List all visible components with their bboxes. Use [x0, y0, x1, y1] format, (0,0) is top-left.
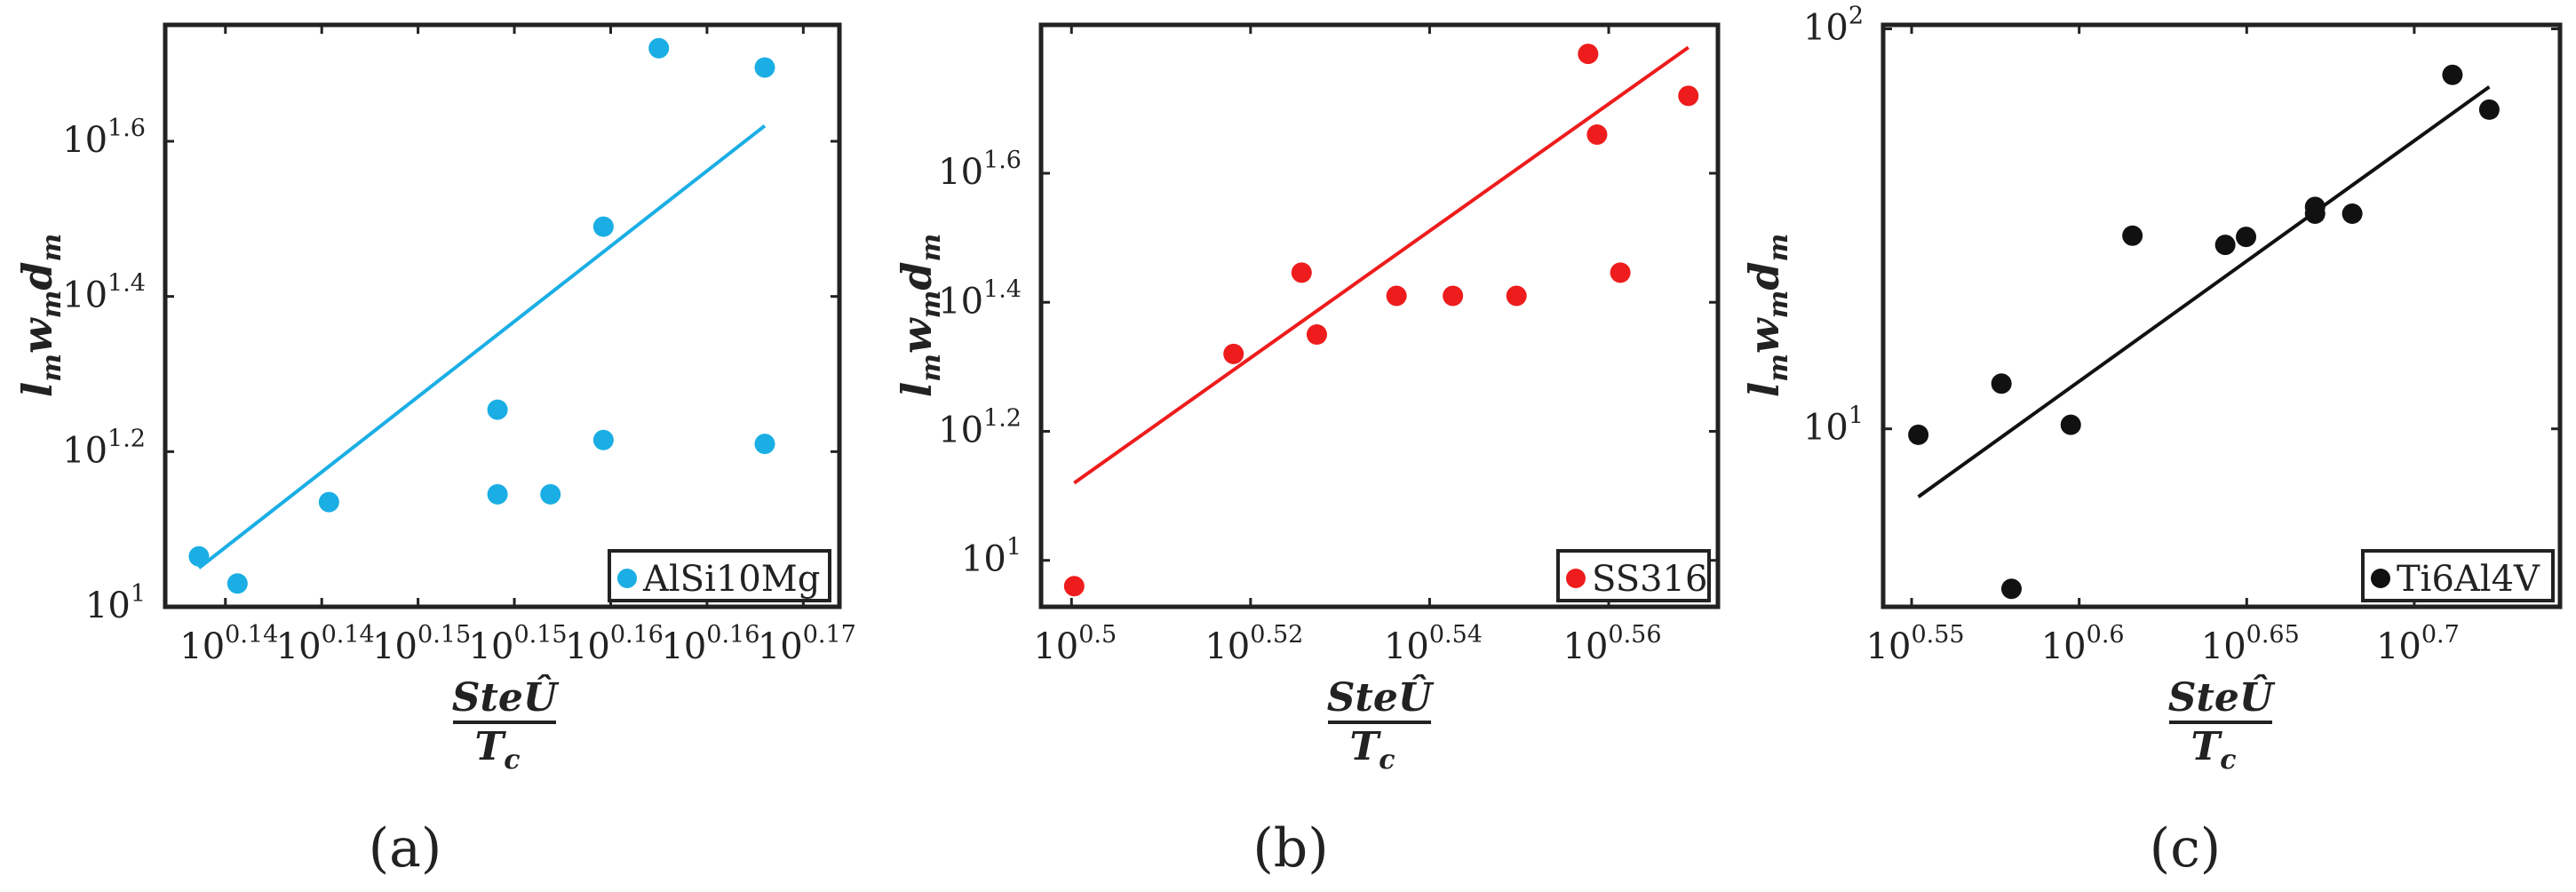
panel-label: (c) — [2150, 817, 2221, 880]
y-tick-label: 101 — [85, 580, 146, 626]
data-point — [1443, 285, 1464, 307]
data-point — [754, 57, 775, 78]
x-tick-label: 100.56 — [1563, 621, 1662, 667]
legend-label: AlSi10Mg — [642, 559, 820, 600]
legend: SS316 — [1556, 549, 1711, 602]
svg-text:lmwmdm: lmwmdm — [13, 234, 68, 398]
data-point — [1908, 424, 1929, 445]
panel-label: (b) — [1252, 817, 1328, 880]
legend-marker — [617, 569, 637, 588]
x-tick-label: 100.16 — [565, 621, 664, 667]
data-point — [592, 216, 614, 237]
legend-label: SS316 — [1592, 559, 1707, 600]
x-tick-label: 100.15 — [469, 621, 568, 667]
legend-marker — [1566, 569, 1586, 588]
fit-line — [1917, 85, 2491, 498]
data-point — [2214, 235, 2236, 256]
data-point — [1291, 262, 1312, 283]
data-point — [2122, 225, 2143, 246]
data-point — [2442, 64, 2463, 85]
data-point — [1306, 324, 1327, 346]
data-point — [487, 483, 508, 505]
data-point — [754, 434, 775, 455]
y-tick-label: 101.6 — [938, 147, 1022, 193]
y-tick-label: 102 — [1803, 3, 1864, 49]
data-points — [188, 37, 775, 594]
data-point — [1063, 576, 1085, 597]
axis-ticks: 100.55 100.6 100.65 100.7 101 102 — [1803, 3, 2560, 667]
y-axis-label: lmwmdm — [13, 234, 68, 398]
fit-line — [197, 123, 767, 569]
data-points — [1908, 64, 2500, 600]
data-point — [2000, 578, 2022, 600]
x-tick-label: 100.52 — [1205, 621, 1303, 667]
data-point — [1223, 343, 1244, 364]
x-tick-label: 100.7 — [2376, 621, 2460, 667]
svg-text:lmwmdm: lmwmdm — [1740, 234, 1794, 398]
plot-frame — [1038, 22, 1721, 609]
x-tick-label: 100.14 — [179, 621, 278, 667]
x-tick-label: 100.17 — [758, 621, 856, 667]
y-tick-label: 101.2 — [938, 404, 1022, 450]
plot-frame — [163, 22, 842, 609]
data-point — [540, 483, 561, 505]
svg-text:Tc: Tc — [474, 724, 520, 776]
data-point — [1578, 44, 1599, 65]
data-point — [648, 37, 670, 59]
legend: AlSi10Mg — [608, 549, 831, 602]
svg-text:Tc: Tc — [1349, 724, 1395, 776]
x-tick-label: 100.16 — [661, 621, 759, 667]
svg-text:SteÛ: SteÛ — [1327, 673, 1435, 721]
fit-line — [1073, 45, 1690, 485]
panel-c: 100.55 100.6 100.65 100.7 101 102 Ti6Al4V lmw… — [1740, 3, 2563, 880]
x-axis-label: SteÛ Tc — [452, 673, 560, 776]
x-tick-label: 100.15 — [372, 621, 471, 667]
data-point — [1991, 373, 2012, 394]
svg-text:lmwmdm: lmwmdm — [893, 234, 947, 398]
data-point — [318, 491, 339, 513]
y-tick-label: 101.2 — [62, 425, 146, 471]
data-point — [2236, 227, 2257, 248]
data-point — [2341, 203, 2363, 224]
svg-text:SteÛ: SteÛ — [2168, 673, 2276, 721]
panel-a: 100.14100.14100.15100.15100.16100.16100.… — [13, 22, 856, 880]
x-tick-label: 100.65 — [2201, 621, 2300, 667]
panel-label: (a) — [369, 817, 442, 880]
data-point — [2304, 196, 2326, 218]
x-axis-label: SteÛ Tc — [2168, 673, 2276, 776]
y-axis-label: lmwmdm — [1740, 234, 1794, 398]
data-point — [1506, 285, 1527, 307]
data-point — [2060, 414, 2081, 435]
data-point — [1586, 123, 1608, 145]
x-tick-label: 100.55 — [1866, 621, 1965, 667]
y-tick-label: 101 — [961, 534, 1022, 580]
x-tick-label: 100.6 — [2041, 621, 2125, 667]
x-tick-label: 100.54 — [1384, 621, 1483, 667]
plot-frame — [1880, 22, 2563, 609]
data-point — [188, 546, 210, 567]
data-point — [487, 399, 508, 420]
svg-text:SteÛ: SteÛ — [452, 673, 560, 721]
data-point — [1610, 262, 1631, 283]
x-tick-label: 100.5 — [1033, 621, 1117, 667]
data-point — [227, 573, 248, 594]
y-axis-label: lmwmdm — [893, 234, 947, 398]
svg-text:Tc: Tc — [2190, 724, 2236, 776]
x-tick-label: 100.14 — [276, 621, 375, 667]
y-tick-label: 101.6 — [62, 115, 146, 161]
legend-label: Ti6Al4V — [2397, 559, 2540, 600]
data-points — [1063, 44, 1699, 597]
panel-b: 100.5 100.52 100.54 100.56 101 101.2 101.4 101.… — [893, 22, 1721, 880]
legend-marker — [2371, 569, 2390, 588]
legend: Ti6Al4V — [2361, 549, 2555, 602]
data-point — [592, 429, 614, 450]
data-point — [1386, 285, 1407, 307]
x-axis-label: SteÛ Tc — [1327, 673, 1435, 776]
data-point — [1678, 85, 1699, 107]
y-tick-label: 101.4 — [62, 270, 146, 316]
y-tick-label: 101.4 — [938, 275, 1022, 322]
y-tick-label: 101 — [1803, 402, 1864, 449]
data-point — [2478, 99, 2500, 120]
